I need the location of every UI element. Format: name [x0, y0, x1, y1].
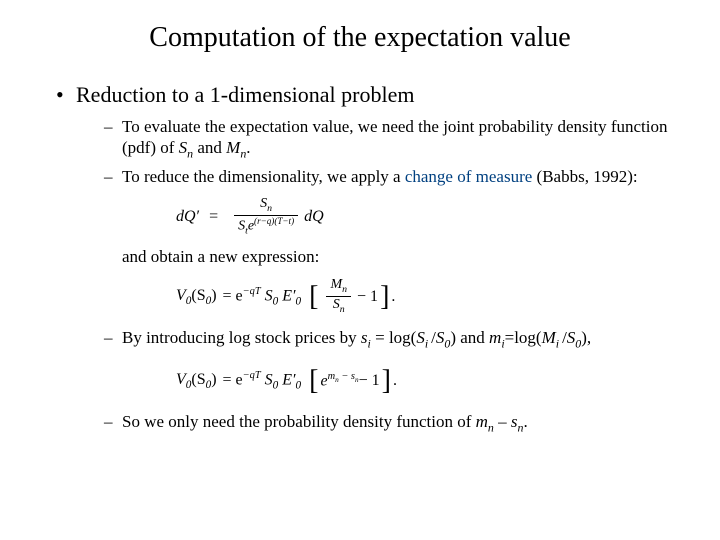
highlight-text: change of measure	[405, 167, 532, 186]
interline-1: and obtain a new expression:	[122, 247, 670, 267]
equation-1: dQ′ = Sn Ste(r−q)(T−t) dQ	[176, 197, 670, 237]
sub-1: To evaluate the expectation value, we ne…	[104, 116, 670, 162]
sub-3: By introducing log stock prices by si = …	[104, 327, 670, 351]
slide: Computation of the expectation value Red…	[0, 0, 720, 540]
bullet-list: Reduction to a 1-dimensional problem To …	[56, 82, 670, 435]
fraction-1: Sn Ste(r−q)(T−t)	[234, 197, 298, 237]
bullet-1: Reduction to a 1-dimensional problem To …	[56, 82, 670, 435]
fraction-2: Mn Sn	[326, 278, 351, 315]
slide-title: Computation of the expectation value	[50, 22, 670, 54]
equation-2: V0(S0) = e−qT S0 E′0 [ Mn Sn − 1 ] .	[176, 277, 670, 317]
sub-2: To reduce the dimensionality, we apply a…	[104, 166, 670, 187]
sub-list: To evaluate the expectation value, we ne…	[104, 116, 670, 187]
sub-list-3: So we only need the probability density …	[104, 411, 670, 435]
sub-4: So we only need the probability density …	[104, 411, 670, 435]
equation-3: V0(S0) = e−qT S0 E′0 [ emn − sn − 1 ] .	[176, 361, 670, 401]
bullet-1-text: Reduction to a 1-dimensional problem	[76, 82, 415, 107]
sub-list-2: By introducing log stock prices by si = …	[104, 327, 670, 351]
